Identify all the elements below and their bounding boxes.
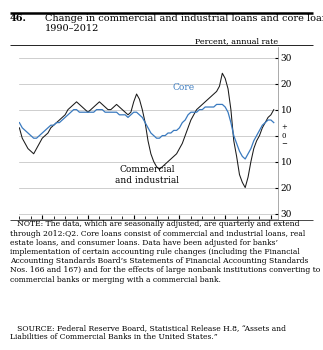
Text: 46.: 46.: [10, 14, 26, 23]
Text: Core: Core: [172, 83, 195, 92]
Text: NOTE: The data, which are seasonally adjusted, are quarterly and extend through : NOTE: The data, which are seasonally adj…: [10, 220, 320, 284]
Text: Change in commercial and industrial loans and core loans,
1990–2012: Change in commercial and industrial loan…: [45, 14, 323, 33]
Text: Percent, annual rate: Percent, annual rate: [195, 37, 278, 46]
Text: Commercial
and industrial: Commercial and industrial: [115, 166, 180, 185]
Text: +
0
−: + 0 −: [282, 123, 287, 148]
Text: SOURCE: Federal Reserve Board, Statistical Release H.8, “Assets and Liabilities : SOURCE: Federal Reserve Board, Statistic…: [10, 324, 286, 341]
